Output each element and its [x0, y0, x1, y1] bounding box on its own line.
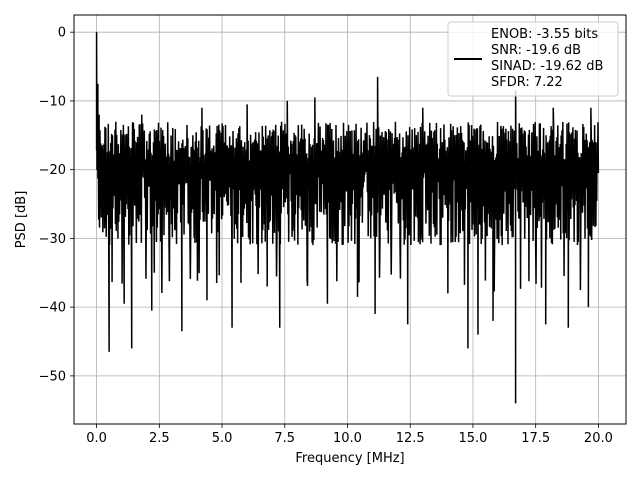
psd-line-group [95, 32, 600, 404]
x-axis-ticks: 0.0 2.5 5.0 7.5 10.0 12.5 15.0 17.5 20.0 [86, 424, 613, 446]
legend-sfdr: SFDR: 7.22 [491, 75, 563, 90]
x-tick-label: 15.0 [458, 431, 487, 446]
y-tick-label: 0 [58, 26, 66, 41]
legend-snr: SNR: -19.6 dB [491, 43, 581, 58]
legend-enob: ENOB: -3.55 bits [491, 27, 598, 42]
plot-frame [73, 14, 627, 425]
legend: ENOB: -3.55 bits SNR: -19.6 dB SINAD: -1… [447, 21, 619, 97]
x-tick-label: 5.0 [212, 431, 233, 446]
x-tick-label: 0.0 [86, 431, 107, 446]
y-tick-label: −30 [39, 232, 66, 247]
x-tick-label: 7.5 [274, 431, 295, 446]
x-tick-label: 10.0 [333, 431, 362, 446]
y-tick-label: −10 [39, 94, 66, 109]
legend-box [447, 21, 619, 97]
x-axis-label: Frequency [MHz] [295, 451, 404, 466]
y-tick-label: −50 [39, 369, 66, 384]
x-tick-label: 17.5 [521, 431, 550, 446]
y-axis-label: PSD [dB] [14, 191, 29, 249]
x-tick-label: 12.5 [396, 431, 425, 446]
y-tick-label: −20 [39, 163, 66, 178]
y-tick-label: −40 [39, 301, 66, 316]
x-tick-label: 20.0 [584, 431, 613, 446]
x-tick-label: 2.5 [149, 431, 170, 446]
psd-line [95, 32, 600, 404]
y-axis-ticks: 0 −10 −20 −30 −40 −50 [39, 26, 74, 384]
legend-sinad: SINAD: -19.62 dB [491, 59, 603, 74]
